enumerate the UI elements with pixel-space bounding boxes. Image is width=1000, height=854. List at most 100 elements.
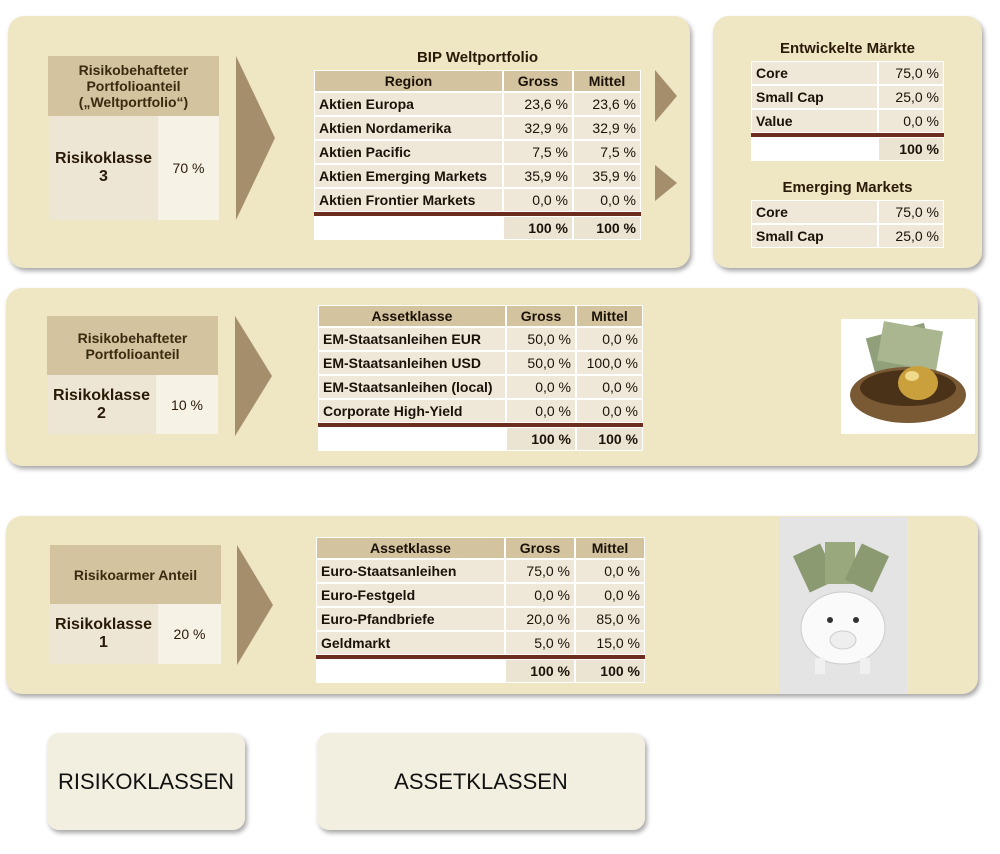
header-cell: Mittel [573, 70, 641, 92]
label-cell: Aktien Nordamerika [314, 116, 503, 140]
value-cell: 0,0 % [576, 327, 643, 351]
total-cell: 100 % [575, 659, 645, 683]
share: 10 % [156, 375, 218, 434]
total-blank [318, 427, 506, 451]
label-cell: Aktien Europa [314, 92, 503, 116]
header-cell: Region [314, 70, 503, 92]
table-row: Euro-Festgeld 0,0 % 0,0 % [316, 583, 645, 607]
side-title: Risikobehafteter Portfolioanteil [47, 316, 218, 375]
header-cell: Gross [503, 70, 573, 92]
table-row: Geldmarkt 5,0 % 15,0 % [316, 631, 645, 655]
value-cell: 0,0 % [575, 559, 645, 583]
header-cell: Assetklasse [318, 305, 506, 327]
label-cell: Aktien Emerging Markets [314, 164, 503, 188]
total-cell: 100 % [878, 137, 944, 161]
header-cell: Mittel [575, 537, 645, 559]
total-row: 100 % 100 % [318, 427, 643, 451]
table-row: EM-Staatsanleihen EUR 50,0 % 0,0 % [318, 327, 643, 351]
table: Core 75,0 % Small Cap 25,0 % Value 0,0 % 100 % [751, 61, 944, 161]
separator [751, 133, 944, 137]
label-cell: Aktien Frontier Markets [314, 188, 503, 212]
header-row: Assetklasse Gross Mittel [318, 305, 643, 327]
table: Assetklasse Gross Mittel EM-Staatsanleihen … [318, 305, 643, 451]
value-cell: 0,0 % [575, 583, 645, 607]
label-cell: Core [751, 61, 878, 85]
header-row: Assetklasse Gross Mittel [316, 537, 645, 559]
value-cell: 23,6 % [573, 92, 641, 116]
table-row: Aktien Frontier Markets 0,0 % 0,0 % [314, 188, 641, 212]
value-cell: 35,9 % [503, 164, 573, 188]
value-cell: 32,9 % [503, 116, 573, 140]
table: Core 75,0 % Small Cap 25,0 % [751, 200, 944, 248]
label-cell: Geldmarkt [316, 631, 505, 655]
value-cell: 0,0 % [878, 109, 944, 133]
value-cell: 35,9 % [573, 164, 641, 188]
value-cell: 20,0 % [505, 607, 575, 631]
value-cell: 32,9 % [573, 116, 641, 140]
share: 20 % [158, 604, 221, 664]
value-cell: 85,0 % [575, 607, 645, 631]
header-cell: Gross [506, 305, 576, 327]
value-cell: 0,0 % [503, 188, 573, 212]
separator [318, 423, 643, 427]
total-row: 100 % 100 % [314, 216, 641, 240]
value-cell: 50,0 % [506, 327, 576, 351]
header-cell: Mittel [576, 305, 643, 327]
risk-class: Risikoklasse 3 [50, 116, 157, 220]
label-cell: Corporate High-Yield [318, 399, 506, 423]
value-cell: 75,0 % [878, 200, 944, 224]
value-cell: 25,0 % [878, 85, 944, 109]
total-blank [751, 137, 878, 161]
table-row: Aktien Nordamerika 32,9 % 32,9 % [314, 116, 641, 140]
separator [316, 655, 645, 659]
label-cell: Small Cap [751, 85, 878, 109]
table: Region Gross Mittel Aktien Europa 23,6 % 23,6… [314, 70, 641, 240]
header-cell: Assetklasse [316, 537, 505, 559]
header-cell: Gross [505, 537, 575, 559]
label-cell: Aktien Pacific [314, 140, 503, 164]
table-row: EM-Staatsanleihen USD 50,0 % 100,0 % [318, 351, 643, 375]
value-cell: 5,0 % [505, 631, 575, 655]
label-cell: EM-Staatsanleihen EUR [318, 327, 506, 351]
table-row: Small Cap 25,0 % [751, 85, 944, 109]
label-cell: Small Cap [751, 224, 878, 248]
total-cell: 100 % [505, 659, 575, 683]
total-row: 100 % [751, 137, 944, 161]
table-title: Emerging Markets [782, 179, 913, 196]
value-cell: 7,5 % [503, 140, 573, 164]
table: Assetklasse Gross Mittel Euro-Staatsanleihe… [316, 537, 645, 683]
label-cell: Euro-Festgeld [316, 583, 505, 607]
label-cell: Value [751, 109, 878, 133]
table-row: Euro-Pfandbriefe 20,0 % 85,0 % [316, 607, 645, 631]
value-cell: 0,0 % [576, 375, 643, 399]
table-row: Aktien Pacific 7,5 % 7,5 % [314, 140, 641, 164]
table-row: Small Cap 25,0 % [751, 224, 944, 248]
label-cell: Euro-Staatsanleihen [316, 559, 505, 583]
separator [314, 212, 641, 216]
value-cell: 0,0 % [506, 375, 576, 399]
table-row: Aktien Emerging Markets 35,9 % 35,9 % [314, 164, 641, 188]
total-cell: 100 % [573, 216, 641, 240]
side-title: Risikoarmer Anteil [50, 545, 221, 604]
value-cell: 25,0 % [878, 224, 944, 248]
table-row: Core 75,0 % [751, 61, 944, 85]
total-cell: 100 % [506, 427, 576, 451]
label-cell: Core [751, 200, 878, 224]
total-cell: 100 % [503, 216, 573, 240]
value-cell: 7,5 % [573, 140, 641, 164]
value-cell: 0,0 % [505, 583, 575, 607]
total-blank [314, 216, 503, 240]
value-cell: 0,0 % [576, 399, 643, 423]
table-row: Corporate High-Yield 0,0 % 0,0 % [318, 399, 643, 423]
table-title: BIP Weltportfolio [416, 49, 539, 66]
label-cell: Euro-Pfandbriefe [316, 607, 505, 631]
table-row: Aktien Europa 23,6 % 23,6 % [314, 92, 641, 116]
table-row: Euro-Staatsanleihen 75,0 % 0,0 % [316, 559, 645, 583]
value-cell: 50,0 % [506, 351, 576, 375]
risk-class: Risikoklasse 1 [50, 604, 157, 664]
footer-box: ASSETKLASSEN [317, 733, 645, 830]
label-cell: EM-Staatsanleihen (local) [318, 375, 506, 399]
table-row: EM-Staatsanleihen (local) 0,0 % 0,0 % [318, 375, 643, 399]
total-row: 100 % 100 % [316, 659, 645, 683]
value-cell: 23,6 % [503, 92, 573, 116]
